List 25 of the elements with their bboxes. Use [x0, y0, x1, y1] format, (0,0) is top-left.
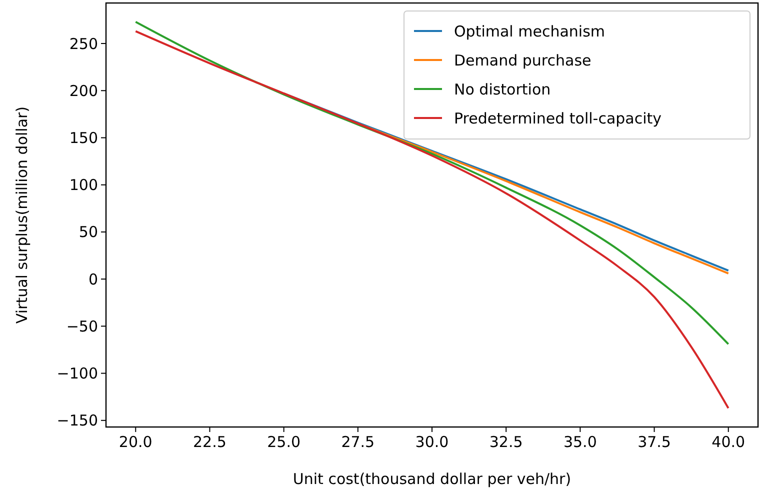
- legend-label: Demand purchase: [454, 51, 592, 70]
- y-tick-label: −50: [66, 317, 98, 336]
- y-tick-label: −100: [56, 364, 98, 383]
- x-axis-title: Unit cost(thousand dollar per veh/hr): [292, 470, 572, 488]
- y-tick-label: 100: [69, 176, 98, 194]
- legend-label: No distortion: [454, 80, 551, 98]
- x-tick-label: 27.5: [341, 433, 375, 451]
- x-tick-label: 30.0: [415, 433, 449, 451]
- x-tick-label: 32.5: [489, 433, 523, 451]
- line-series: [134, 20, 730, 346]
- y-tick-label: 150: [69, 128, 98, 147]
- legend-label: Predetermined toll-capacity: [454, 109, 662, 128]
- x-tick-label: 25.0: [267, 433, 301, 451]
- x-tick-label: 37.5: [638, 433, 671, 451]
- y-tick-label: 50: [78, 223, 98, 242]
- x-tick-label: 35.0: [563, 433, 597, 451]
- x-tick-label: 40.0: [712, 433, 746, 451]
- legend-label: Optimal mechanism: [454, 22, 606, 40]
- y-tick-label: −150: [56, 412, 98, 430]
- x-tick-label: 20.0: [118, 433, 152, 451]
- y-tick-label: 200: [69, 82, 98, 100]
- x-tick-label: 22.5: [193, 433, 226, 451]
- y-axis-title: Virtual surplus(million dollar): [13, 106, 31, 324]
- y-tick-label: 0: [88, 270, 98, 288]
- y-tick-label: 250: [69, 34, 98, 53]
